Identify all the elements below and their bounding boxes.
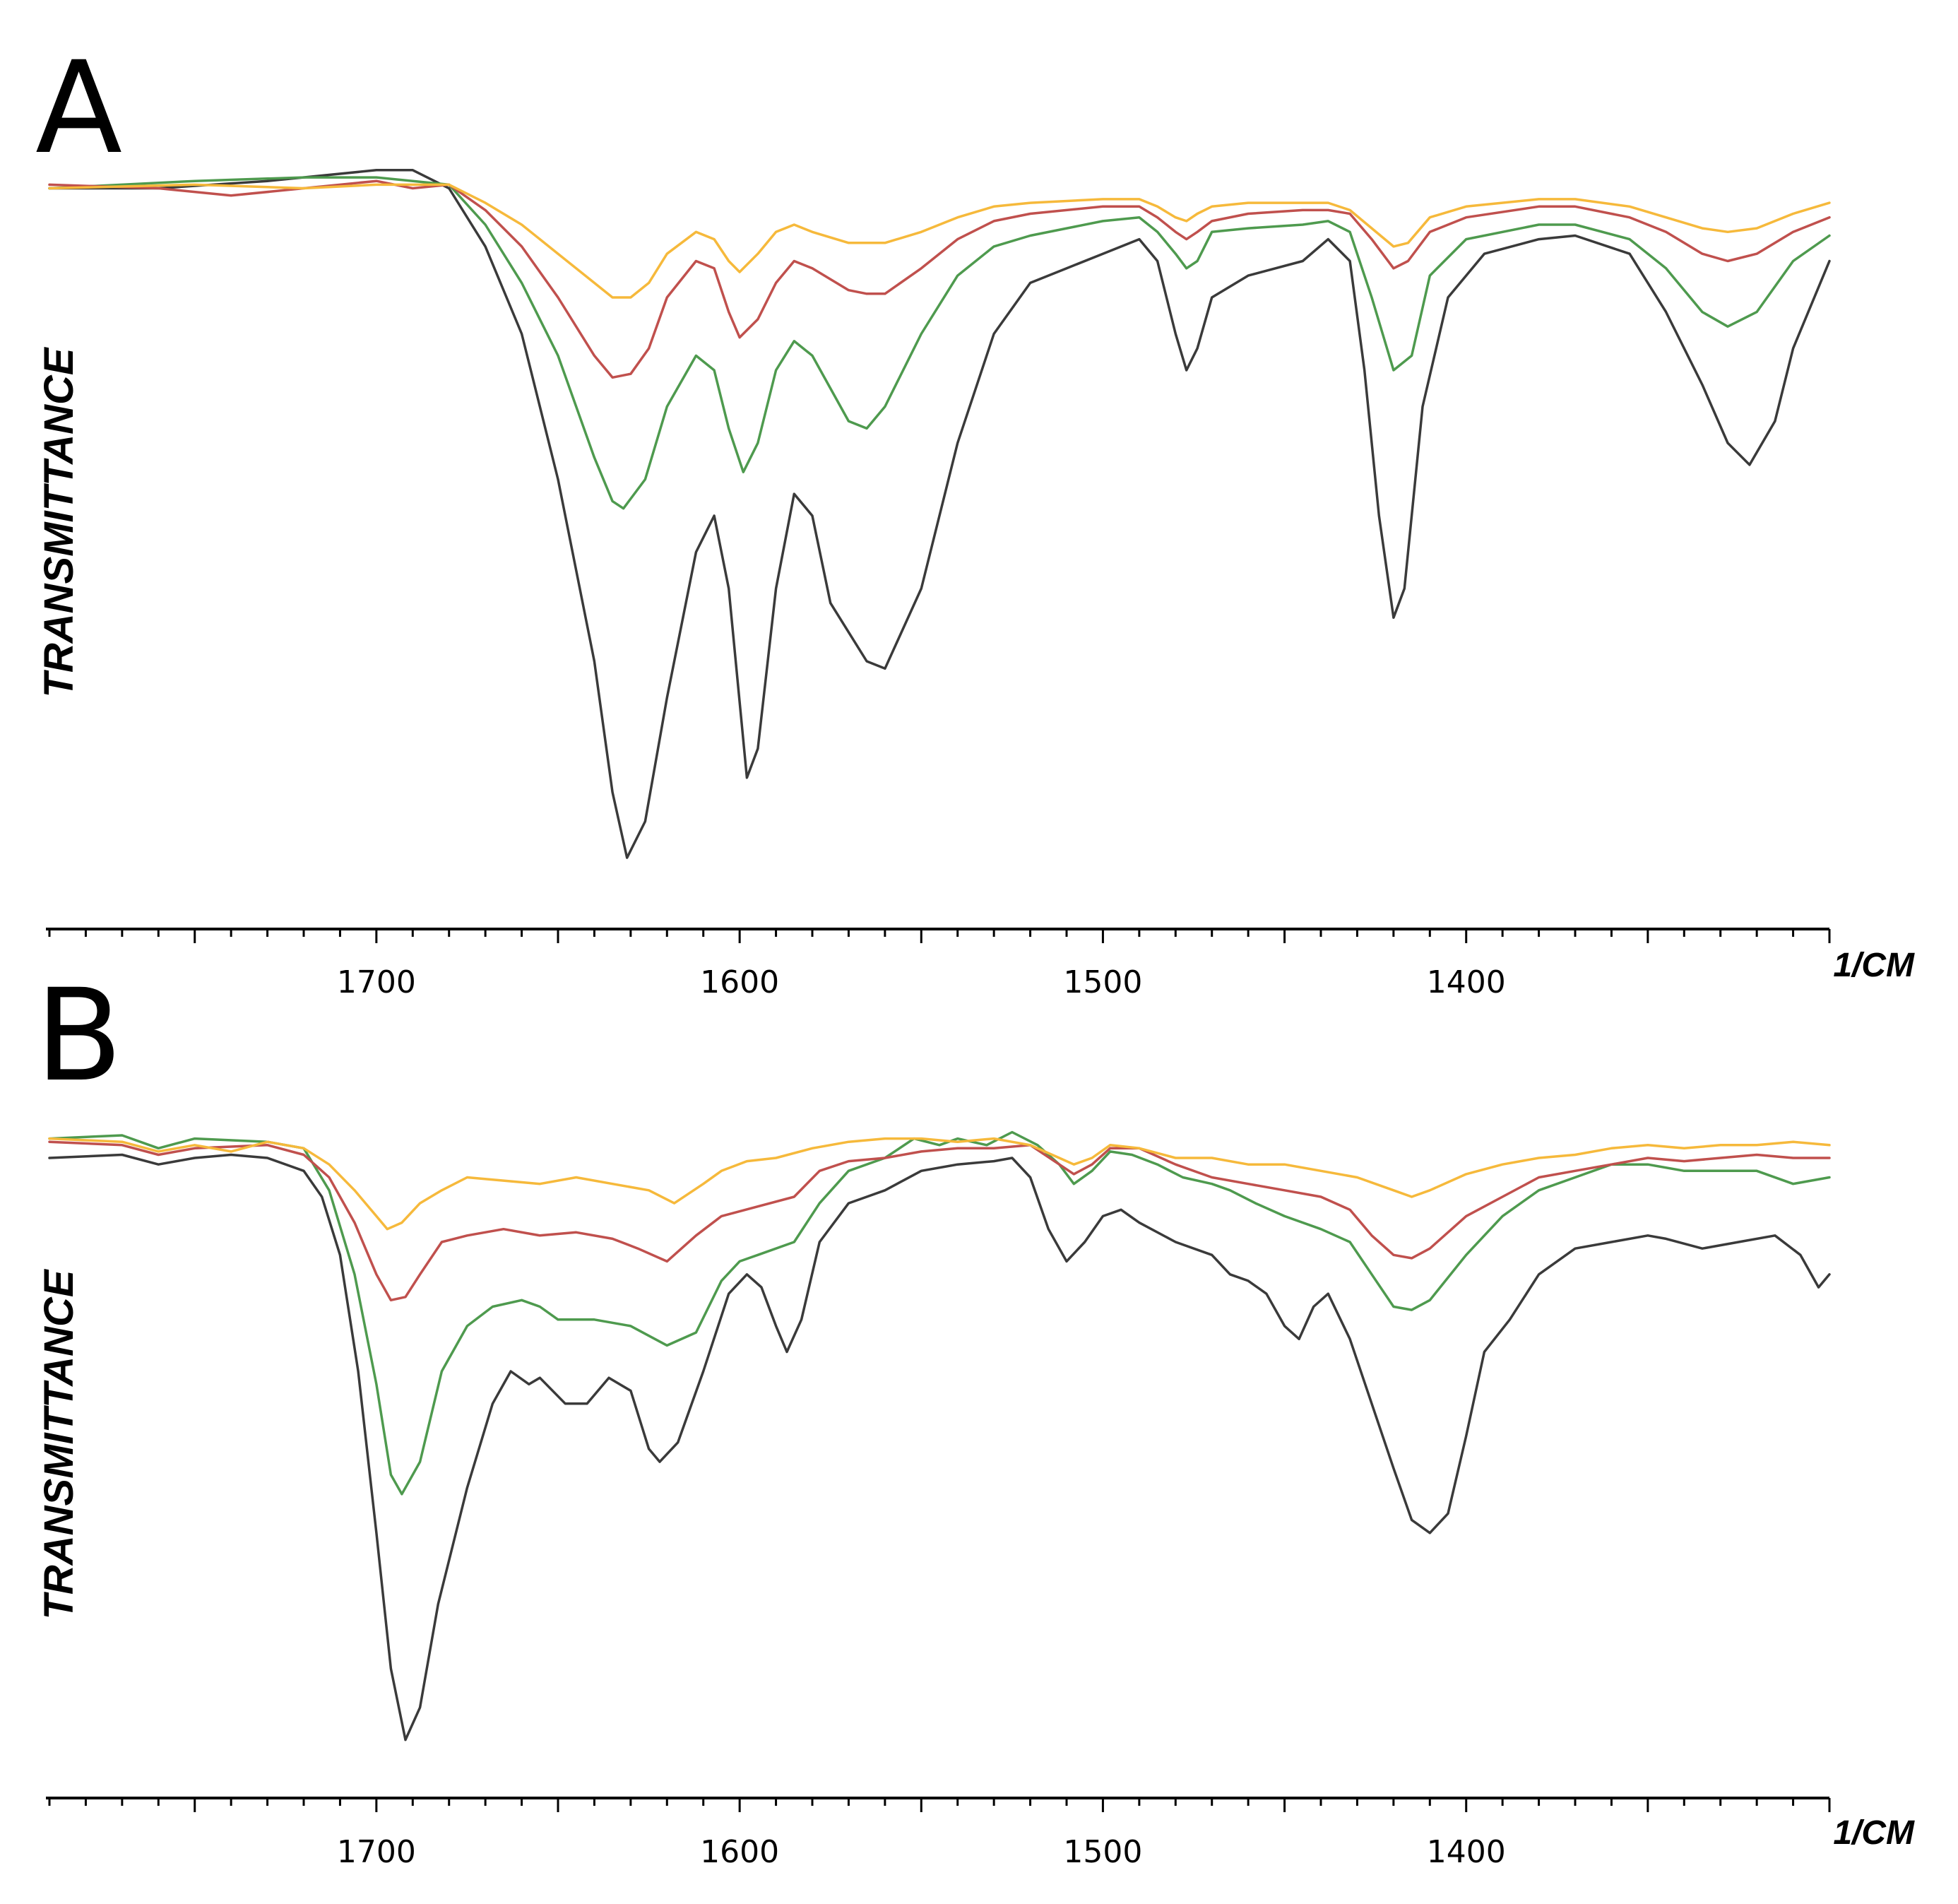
panel-a-x-tick-label: 1500 xyxy=(1063,964,1142,1000)
panel-b-x-ticks xyxy=(48,1798,1831,1812)
panel-b: B TRANSMITTANCE 1700 1600 1500 1400 1/CM xyxy=(35,962,1915,1870)
spectrum-line-orange xyxy=(48,1137,1831,1231)
spectrum-line-green xyxy=(48,1130,1831,1496)
spectrum-line-black xyxy=(48,169,1831,859)
panel-b-x-tick-label: 1400 xyxy=(1427,1834,1506,1870)
panel-b-series xyxy=(48,1130,1831,1742)
panel-a-y-axis-label: TRANSMITTANCE xyxy=(36,346,82,697)
spectrum-line-green xyxy=(48,176,1831,510)
spectrum-line-black xyxy=(48,1153,1831,1742)
panel-a-x-tick-labels: 1700 1600 1500 1400 xyxy=(337,964,1506,1000)
panel-b-letter: B xyxy=(35,962,123,1110)
panel-b-y-axis-label: TRANSMITTANCE xyxy=(36,1268,82,1619)
panel-a-series xyxy=(48,169,1831,859)
panel-b-x-tick-label: 1600 xyxy=(700,1834,779,1870)
panel-a-x-tick-label: 1400 xyxy=(1427,964,1506,1000)
spectrum-line-red xyxy=(48,1140,1831,1302)
panel-a-letter: A xyxy=(35,35,122,182)
panel-b-x-tick-label: 1700 xyxy=(337,1834,416,1870)
spectrum-line-red xyxy=(48,179,1831,379)
panel-b-x-tick-label: 1500 xyxy=(1063,1834,1142,1870)
panel-b-x-tick-labels: 1700 1600 1500 1400 xyxy=(337,1834,1506,1870)
panel-b-x-axis-unit: 1/CM xyxy=(1833,1814,1915,1852)
panel-a: A TRANSMITTANCE 1700 1600 1500 1400 1/CM xyxy=(35,35,1915,1000)
panel-a-x-tick-label: 1700 xyxy=(337,964,416,1000)
panel-a-x-ticks xyxy=(48,929,1831,943)
panel-a-x-tick-label: 1600 xyxy=(700,964,779,1000)
spectrum-line-orange xyxy=(48,183,1831,299)
panel-a-x-axis-unit: 1/CM xyxy=(1833,947,1915,984)
